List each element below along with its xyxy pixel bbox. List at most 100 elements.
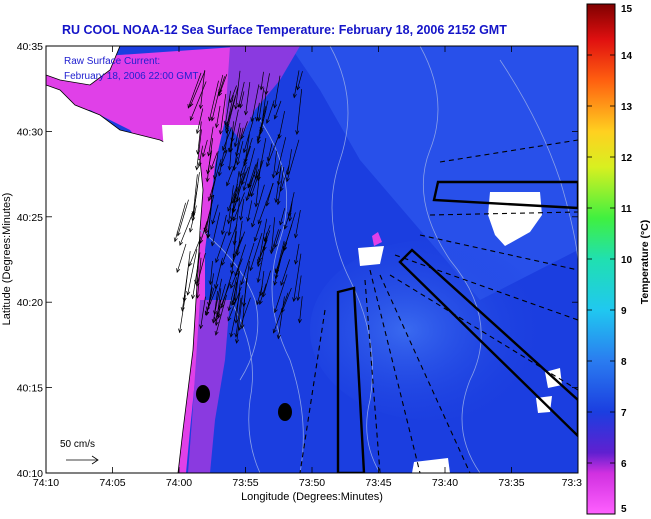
current-vector [195, 237, 201, 284]
x-tick-label: 73:35 [498, 477, 524, 489]
current-vector [246, 162, 258, 201]
current-vector-head [243, 110, 249, 116]
current-vector [259, 283, 267, 305]
current-vector-head [236, 160, 241, 166]
current-vector [228, 185, 234, 224]
current-vector-head [232, 240, 237, 246]
current-vector-head [255, 116, 260, 122]
current-vector-head [246, 217, 251, 222]
current-vector-head [240, 280, 245, 286]
x-tick-label: 73:40 [432, 477, 458, 489]
current-vector-head [223, 149, 228, 154]
current-vector [234, 122, 241, 147]
current-vector [239, 137, 253, 177]
current-vector-head [210, 241, 215, 247]
current-vector [211, 204, 219, 224]
x-tick-label: 74:00 [166, 477, 192, 489]
current-vector [218, 74, 228, 97]
colorbar-tick-label: 12 [621, 153, 633, 164]
current-vector [274, 100, 282, 119]
current-vector-head [257, 259, 262, 264]
current-vector [271, 229, 279, 251]
current-vector [251, 184, 265, 227]
current-vector [257, 100, 269, 144]
current-vector [272, 150, 277, 178]
current-vector-head [218, 89, 223, 95]
current-vector [188, 236, 202, 267]
current-vector [299, 296, 303, 323]
map-plot-area [46, 46, 578, 473]
current-vector [275, 166, 282, 203]
colorbar-tick-label: 14 [621, 51, 633, 62]
current-vector [256, 285, 263, 305]
current-vector-head [216, 313, 221, 319]
current-vector [274, 274, 288, 313]
current-vector-head [233, 105, 239, 110]
current-vector [236, 127, 244, 157]
current-vector-head [227, 231, 232, 237]
current-vector [267, 143, 273, 161]
current-vector-head [207, 151, 212, 157]
current-vector-head [227, 206, 232, 212]
current-vector-head [296, 296, 301, 302]
current-vector-head [209, 194, 214, 200]
current-vector [218, 152, 225, 176]
current-vector [190, 81, 207, 121]
current-vector-head [205, 177, 210, 183]
current-vector [227, 183, 238, 212]
current-vector [214, 151, 219, 180]
current-vector-head [218, 130, 223, 135]
current-vector-head [292, 93, 297, 99]
current-vector-head [186, 291, 191, 296]
current-vector [234, 244, 246, 277]
current-vector [251, 84, 260, 122]
current-vector [279, 208, 286, 225]
restricted-areas [336, 180, 578, 473]
current-vector [231, 109, 239, 142]
current-vector-head [229, 98, 234, 104]
current-vector [181, 261, 190, 311]
current-vector-head [188, 227, 193, 233]
current-vector-head [271, 173, 276, 179]
current-vector-head [207, 196, 212, 202]
current-vector [221, 271, 233, 308]
current-vector-head [273, 114, 278, 120]
y-tick-label: 40:35 [17, 41, 43, 53]
current-vector-head [231, 300, 236, 306]
current-vector [177, 199, 189, 236]
current-label-line2: February 18, 2006 22:00 GMT [64, 71, 199, 82]
current-vector-head [182, 297, 187, 303]
current-vector-head [180, 306, 185, 312]
current-vector [281, 287, 292, 313]
x-tick-label: 74:05 [99, 477, 125, 489]
current-vector-head [273, 281, 278, 286]
current-vector [231, 231, 237, 275]
current-vector [266, 100, 275, 124]
current-vector [204, 194, 215, 232]
current-vector [276, 137, 287, 175]
current-vector-head [201, 152, 206, 158]
current-vector-head [214, 321, 219, 327]
current-vector [176, 243, 187, 273]
current-vector [189, 70, 206, 107]
land-new-jersey [46, 46, 204, 473]
current-vector-head [226, 219, 232, 225]
cloud-mask [358, 246, 384, 266]
current-vector [280, 165, 290, 192]
current-vector [241, 166, 249, 185]
current-vector-head [250, 117, 255, 123]
current-vector-head [234, 319, 239, 324]
current-vector [293, 70, 300, 98]
current-vector [236, 295, 243, 344]
x-tick-label: 73:45 [365, 477, 391, 489]
current-vector [286, 139, 300, 182]
current-vector-head [273, 243, 278, 249]
current-vector [238, 81, 245, 108]
current-vector [235, 283, 241, 324]
current-vector-head [208, 280, 213, 286]
colorbar-tick-label: 8 [621, 357, 627, 368]
current-vector [274, 254, 283, 286]
current-vector-head [238, 103, 243, 109]
current-vector-head [288, 217, 293, 222]
current-vector-head [178, 328, 183, 334]
